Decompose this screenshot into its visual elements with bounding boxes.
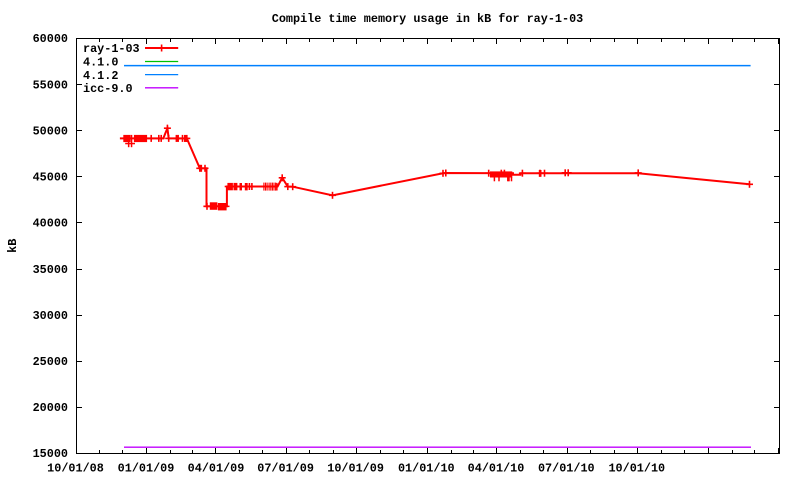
svg-text:kB: kB: [6, 239, 20, 253]
svg-text:55000: 55000: [33, 78, 68, 92]
svg-text:4.1.2: 4.1.2: [83, 69, 118, 83]
svg-text:35000: 35000: [33, 263, 68, 277]
svg-text:30000: 30000: [33, 309, 68, 323]
svg-text:15000: 15000: [33, 447, 68, 461]
svg-text:04/01/09: 04/01/09: [188, 462, 245, 476]
svg-text:50000: 50000: [33, 124, 68, 138]
svg-text:60000: 60000: [33, 32, 68, 46]
svg-text:20000: 20000: [33, 401, 68, 415]
svg-text:10/01/09: 10/01/09: [327, 462, 384, 476]
svg-text:icc-9.0: icc-9.0: [83, 82, 133, 96]
svg-text:07/01/09: 07/01/09: [257, 462, 314, 476]
svg-text:25000: 25000: [33, 355, 68, 369]
svg-text:45000: 45000: [33, 171, 68, 185]
svg-text:07/01/10: 07/01/10: [538, 462, 595, 476]
svg-text:10/01/08: 10/01/08: [47, 462, 104, 476]
svg-text:01/01/09: 01/01/09: [118, 462, 175, 476]
svg-text:Compile time memory usage in k: Compile time memory usage in kB for ray-…: [272, 12, 584, 26]
svg-text:40000: 40000: [33, 217, 68, 231]
svg-text:01/01/10: 01/01/10: [398, 462, 455, 476]
svg-text:ray-1-03: ray-1-03: [83, 42, 140, 56]
svg-text:4.1.0: 4.1.0: [83, 56, 118, 70]
svg-text:04/01/10: 04/01/10: [468, 462, 525, 476]
svg-text:10/01/10: 10/01/10: [608, 462, 665, 476]
